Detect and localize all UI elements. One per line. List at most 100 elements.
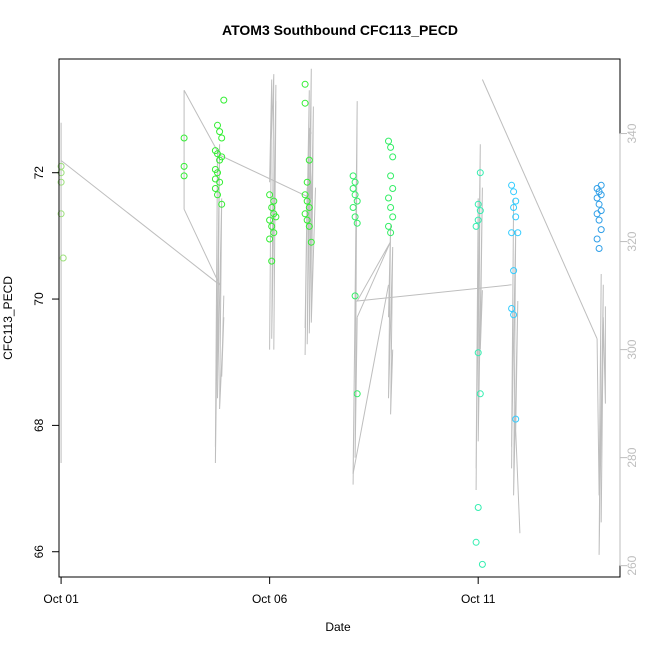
data-point	[508, 181, 516, 189]
data-point	[266, 191, 274, 199]
y-axis-left: 66 68 70 72	[32, 166, 60, 558]
data-point	[512, 197, 520, 205]
data-point	[389, 213, 397, 221]
data-point	[305, 222, 313, 230]
data-point	[351, 213, 359, 221]
data-point	[57, 178, 65, 186]
data-point	[214, 169, 221, 177]
data-point	[303, 178, 311, 186]
data-point	[301, 99, 309, 107]
data-point	[351, 178, 359, 186]
secondary-line-segment	[214, 144, 225, 464]
y-axis-right: 260 280 300 320 340	[619, 123, 639, 576]
data-point	[220, 96, 228, 104]
data-point	[474, 200, 482, 208]
data-point	[303, 197, 311, 205]
data-point	[268, 222, 276, 230]
data-point	[597, 191, 605, 199]
data-point	[214, 191, 221, 199]
y2-tick-label: 320	[625, 231, 639, 251]
data-point	[266, 235, 274, 243]
data-point	[510, 311, 518, 319]
data-point	[180, 162, 188, 170]
data-point	[218, 134, 226, 142]
secondary-lines-layer	[60, 68, 606, 555]
data-point	[307, 238, 315, 246]
secondary-line-segment	[388, 225, 394, 415]
data-point	[597, 207, 605, 215]
x-axis: Oct 01 Oct 06 Oct 11	[43, 576, 496, 606]
secondary-line-segment	[269, 74, 277, 350]
data-point	[595, 245, 603, 252]
y-tick-label: 72	[32, 166, 46, 180]
plot-frame	[58, 58, 621, 578]
data-point	[510, 188, 518, 196]
data-point	[57, 210, 65, 218]
y2-tick-label: 280	[625, 447, 639, 467]
data-point	[218, 153, 226, 161]
data-point	[593, 210, 601, 218]
data-point	[353, 197, 361, 205]
data-point	[272, 213, 280, 221]
data-point	[593, 235, 601, 243]
data-point	[270, 197, 278, 205]
points-layer	[57, 80, 605, 568]
data-point	[305, 156, 313, 164]
data-point	[387, 143, 395, 151]
data-point	[216, 178, 224, 186]
x-tick-label: Oct 06	[252, 592, 288, 606]
data-point	[216, 128, 224, 136]
data-point	[474, 504, 482, 511]
data-point	[478, 560, 486, 568]
x-axis-title: Date	[325, 620, 351, 634]
data-point	[510, 204, 518, 211]
data-point	[472, 538, 480, 546]
data-point	[180, 172, 188, 180]
secondary-line-segment	[60, 160, 220, 286]
data-point	[351, 191, 359, 199]
data-point	[593, 194, 601, 202]
secondary-line-segment	[183, 90, 312, 286]
data-point	[476, 207, 484, 215]
data-point	[349, 172, 357, 180]
data-point	[268, 257, 276, 265]
data-point	[180, 134, 188, 142]
data-point	[59, 254, 67, 262]
data-point	[389, 185, 397, 192]
y-tick-label: 70	[32, 292, 46, 306]
data-point	[387, 172, 395, 180]
x-tick-label: Oct 11	[461, 592, 496, 606]
chart-title: ATOM3 Southbound CFC113_PECD	[222, 22, 458, 38]
data-point	[476, 169, 484, 177]
y2-tick-label: 260	[625, 555, 639, 575]
data-point	[211, 185, 219, 192]
data-point	[266, 216, 274, 224]
data-point	[385, 137, 392, 145]
x-tick-label: Oct 01	[43, 592, 79, 606]
y-axis-title: CFC113_PECD	[1, 276, 15, 360]
data-point	[385, 194, 392, 202]
data-point	[472, 222, 480, 230]
data-point	[303, 216, 311, 224]
data-point	[476, 390, 484, 398]
data-point	[389, 153, 397, 161]
secondary-line-segment	[352, 284, 389, 474]
data-point	[387, 229, 395, 237]
data-point	[510, 267, 518, 275]
data-point	[512, 213, 520, 221]
data-point	[474, 216, 482, 224]
data-point	[349, 204, 357, 211]
data-point	[512, 415, 520, 423]
data-point	[349, 185, 357, 192]
data-point	[597, 226, 605, 234]
data-point	[351, 292, 359, 300]
data-point	[214, 121, 221, 129]
data-point	[301, 191, 309, 199]
data-point	[305, 204, 313, 211]
y2-tick-label: 300	[625, 339, 639, 359]
data-point	[595, 200, 603, 208]
secondary-line-segment	[511, 198, 521, 534]
y-tick-label: 68	[32, 418, 46, 432]
data-point	[268, 204, 276, 211]
